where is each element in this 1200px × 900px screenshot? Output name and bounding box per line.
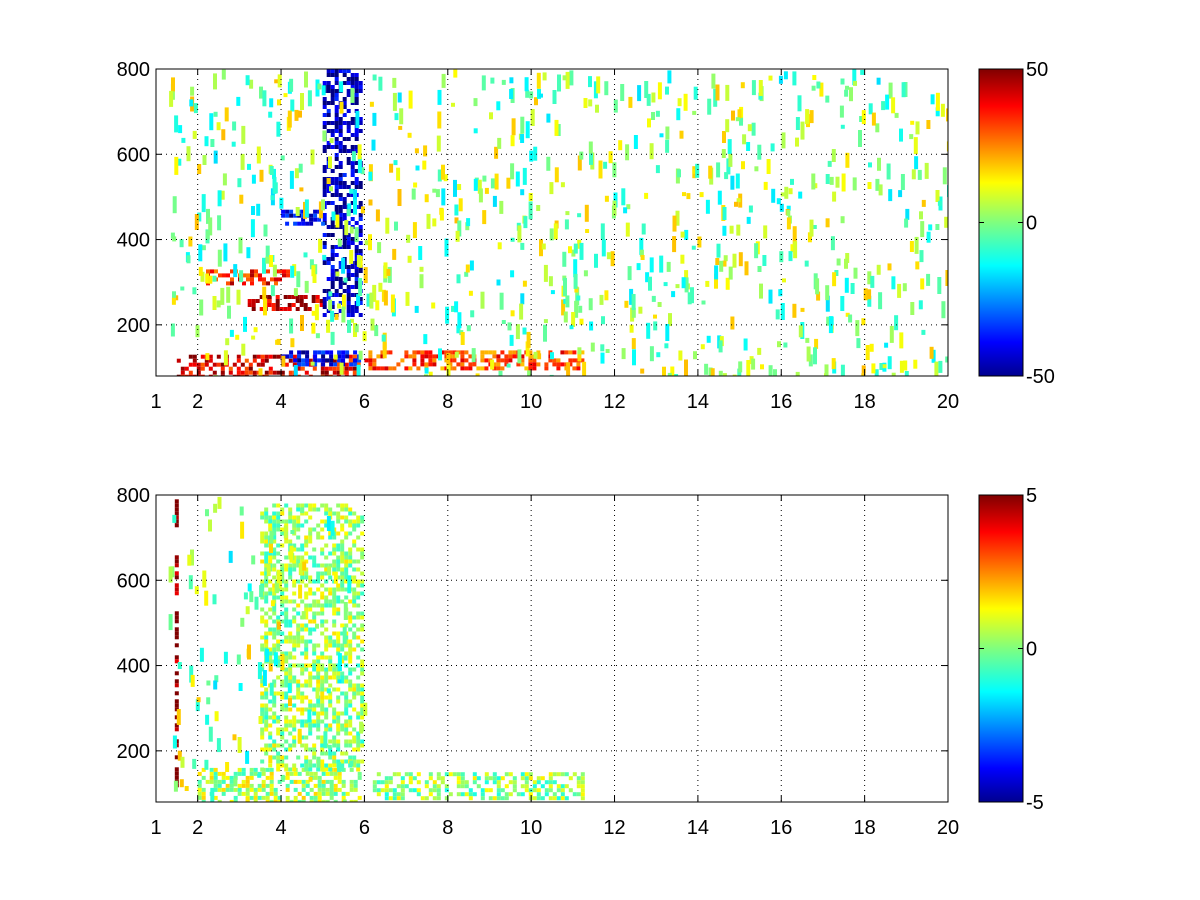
- colorbar-tick-label: -5: [1026, 792, 1044, 814]
- y-tick-label: 600: [117, 570, 150, 592]
- x-tick-label: 14: [687, 817, 709, 839]
- colorbar-top: [978, 68, 1024, 377]
- x-tick-label: 20: [937, 391, 959, 413]
- x-tick-label: 14: [687, 391, 709, 413]
- heatmap-speckles: [168, 496, 368, 802]
- x-tick-label: 6: [359, 391, 370, 413]
- colorbar-ticks-bottom: -5 0 5: [979, 485, 1044, 814]
- axes-frame-top: [155, 68, 949, 377]
- x-tick-label: 20: [937, 817, 959, 839]
- colorbar-tick-label: 5: [1026, 485, 1037, 507]
- x-tick-label: 12: [603, 817, 625, 839]
- y-tick-label: 600: [117, 144, 150, 166]
- x-tick-label: 2: [192, 391, 203, 413]
- x-tick-label: 10: [520, 817, 542, 839]
- y-tick-label: 400: [117, 230, 150, 252]
- x-tick-label: 6: [359, 817, 370, 839]
- x-tick-label: 10: [520, 391, 542, 413]
- x-tick-label: 16: [770, 391, 792, 413]
- heatmap-region: [206, 269, 290, 286]
- x-tick-label: 4: [275, 391, 286, 413]
- heatmap-region: [176, 354, 361, 376]
- x-ticks-top: 1 2 4 6 8 10 12 14 16 18 20: [150, 69, 959, 413]
- heatmap-region: [174, 499, 179, 788]
- x-tick-label: 1: [150, 391, 161, 413]
- heatmap-region: [281, 350, 362, 367]
- x-tick-label: 8: [442, 817, 453, 839]
- y-ticks-bottom: 200 400 600 800: [117, 485, 948, 763]
- colorbar-tick-label: -50: [1026, 366, 1055, 388]
- heatmap-bottom: [168, 496, 585, 802]
- heatmap-region: [247, 295, 324, 311]
- heatmap-region: [260, 503, 365, 772]
- colorbar-tick-label: 0: [1026, 213, 1037, 235]
- y-tick-label: 200: [117, 315, 150, 337]
- heatmap-top: [169, 69, 948, 376]
- x-tick-label: 4: [275, 817, 286, 839]
- x-tick-label: 12: [603, 391, 625, 413]
- colorbar-tick-label: 50: [1026, 59, 1048, 81]
- colorbar-tick-label: 0: [1026, 639, 1037, 661]
- x-tick-label: 18: [854, 817, 876, 839]
- heatmap-speckles: [169, 69, 948, 376]
- axes-frame-bottom: [155, 494, 949, 803]
- y-tick-label: 800: [117, 59, 150, 81]
- y-ticks-top: 200 400 600 800: [117, 59, 948, 337]
- grid-top: [156, 69, 948, 376]
- grid-bottom: [156, 495, 948, 802]
- x-tick-label: 18: [854, 391, 876, 413]
- colorbar-bottom: [978, 494, 1024, 803]
- x-ticks-bottom: 1 2 4 6 8 10 12 14 16 18 20: [150, 495, 959, 839]
- colorbar-ticks-top: -50 0 50: [979, 59, 1055, 388]
- y-tick-label: 200: [117, 741, 150, 763]
- heatmap-region: [364, 350, 585, 371]
- heatmap-region: [197, 767, 362, 802]
- y-tick-label: 800: [117, 485, 150, 507]
- x-tick-label: 1: [150, 817, 161, 839]
- x-tick-label: 2: [192, 817, 203, 839]
- x-tick-label: 16: [770, 817, 792, 839]
- x-tick-label: 8: [442, 391, 453, 413]
- heatmap-region: [372, 772, 585, 801]
- y-tick-label: 400: [117, 656, 150, 678]
